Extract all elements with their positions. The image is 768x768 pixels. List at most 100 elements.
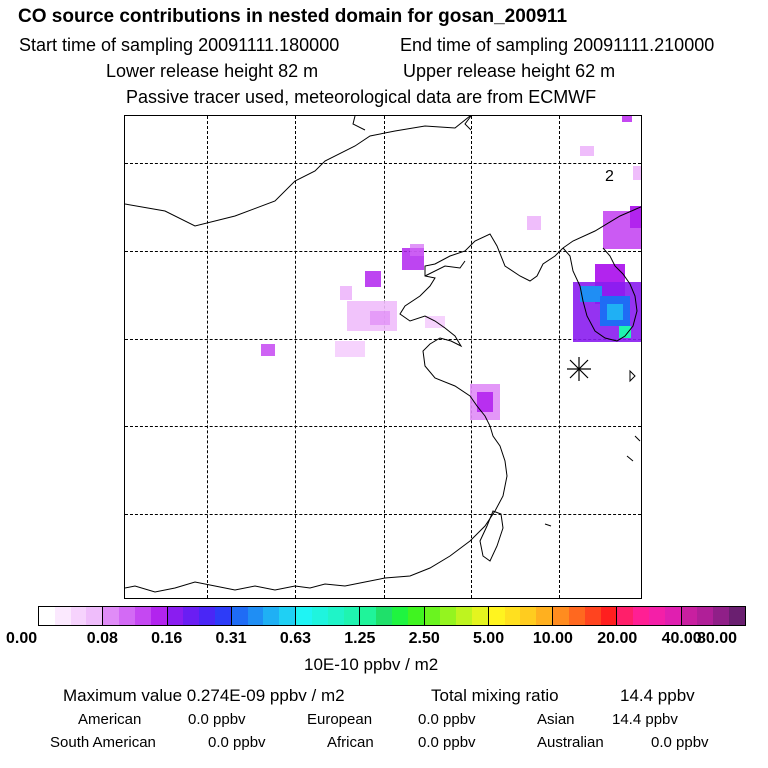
- colorbar-swatch: [86, 607, 103, 625]
- colorbar-swatch: [376, 607, 392, 625]
- plot-title: CO source contributions in nested domain…: [18, 6, 568, 27]
- island: [626, 455, 634, 462]
- colorbar-swatch: [327, 607, 344, 625]
- colorbar-segment: [681, 607, 745, 625]
- colorbar-swatch: [407, 607, 424, 625]
- map-panel: 2: [124, 115, 642, 599]
- colorbar-swatch: [296, 607, 312, 625]
- colorbar-segment: [231, 607, 297, 625]
- colorbar-swatch: [119, 607, 135, 625]
- colorbar-swatch: [343, 607, 360, 625]
- colorbar-tick-label: 80.00: [697, 630, 738, 647]
- colorbar-swatch: [649, 607, 665, 625]
- asian-value: 14.4 ppbv: [612, 711, 678, 728]
- colorbar-swatch: [391, 607, 408, 625]
- plume-patch: [261, 344, 275, 356]
- plume-patch: [619, 326, 631, 338]
- colorbar-swatch: [39, 607, 55, 625]
- colorbar-tick-label: 0.63: [279, 630, 312, 647]
- australian-value: 0.0 ppbv: [651, 734, 709, 751]
- colorbar-swatch: [520, 607, 537, 625]
- colorbar-swatch: [199, 607, 215, 625]
- coastline-korea: [562, 247, 638, 342]
- colorbar-swatch: [536, 607, 553, 625]
- african-value: 0.0 ppbv: [418, 734, 476, 751]
- colorbar-swatch: [584, 607, 601, 625]
- colorbar-tick-label: 0.08: [86, 630, 118, 647]
- plume-patch: [630, 206, 641, 228]
- colorbar-swatch: [440, 607, 457, 625]
- grid-line-lat: [125, 426, 641, 427]
- african-label: African: [327, 734, 374, 751]
- colorbar-tick-label: 40.00: [661, 630, 702, 647]
- grid-line-lat: [125, 163, 641, 164]
- grid-line-lat: [125, 339, 641, 340]
- plume-patch: [335, 341, 365, 357]
- south-american-value: 0.0 ppbv: [208, 734, 266, 751]
- map-canvas: 2: [125, 116, 641, 593]
- max-value: Maximum value 0.274E-09 ppbv / m2: [63, 686, 345, 705]
- island: [544, 523, 552, 527]
- plume-patch: [622, 116, 632, 122]
- concentration-field: [261, 116, 641, 420]
- plume-patch: [580, 146, 594, 156]
- colorbar-swatch: [231, 607, 248, 625]
- colorbar-tick-label: 2.50: [408, 630, 440, 647]
- colorbar-tick-label: 0.16: [151, 630, 183, 647]
- colorbar-swatch: [54, 607, 71, 625]
- plume-patch: [607, 304, 623, 320]
- south-american-label: South American: [50, 734, 156, 751]
- grid-line-lon: [384, 116, 385, 598]
- total-mixing-value: 14.4 ppbv: [620, 686, 695, 705]
- colorbar-swatch: [568, 607, 585, 625]
- grid-line-lon: [207, 116, 208, 598]
- colorbar-swatch: [553, 607, 569, 625]
- border-line: [352, 116, 366, 131]
- colorbar-unit-label: 10E-10 ppbv / m2: [304, 655, 439, 674]
- colorbar-swatch: [167, 607, 184, 625]
- australian-label: Australian: [537, 734, 604, 751]
- plume-patch: [580, 286, 602, 302]
- colorbar-segment: [360, 607, 425, 625]
- border-line: [464, 116, 472, 131]
- colorbar-segment: [39, 607, 104, 625]
- american-label: American: [78, 711, 142, 728]
- lower-release-height: Lower release height 82 m: [106, 61, 319, 81]
- coastline-peninsula: [424, 260, 466, 277]
- colorbar-swatch: [70, 607, 87, 625]
- colorbar-swatch: [633, 607, 650, 625]
- asian-label: Asian: [537, 711, 575, 728]
- colorbar-tick-label: 1.25: [344, 630, 376, 647]
- colorbar-segment: [617, 607, 682, 625]
- colorbar-swatch: [134, 607, 151, 625]
- border-line: [562, 206, 641, 249]
- colorbar-swatch: [214, 607, 231, 625]
- colorbar-swatch: [360, 607, 377, 625]
- colorbar-swatch: [681, 607, 698, 625]
- colorbar-swatch: [150, 607, 167, 625]
- start-time: Start time of sampling 20091111.180000: [19, 35, 340, 55]
- receptor-label: 2: [605, 168, 614, 185]
- colorbar-swatch: [729, 607, 745, 625]
- colorbar-segment: [424, 607, 489, 625]
- plume-patch: [633, 166, 641, 180]
- plume-patch: [340, 286, 352, 300]
- grid-line-lon: [295, 116, 296, 598]
- plume-patch: [410, 244, 424, 256]
- island: [634, 435, 641, 442]
- colorbar-tick-label: 20.00: [597, 630, 638, 647]
- colorbar-swatch: [488, 607, 505, 625]
- colorbar-swatch: [472, 607, 488, 625]
- american-value: 0.0 ppbv: [188, 711, 246, 728]
- colorbar-tick-label: 0.31: [215, 630, 247, 647]
- colorbar-swatch: [424, 607, 441, 625]
- colorbar-tick-label: 5.00: [472, 630, 505, 647]
- colorbar-swatch: [279, 607, 296, 625]
- european-value: 0.0 ppbv: [418, 711, 476, 728]
- grid-line-lon: [471, 116, 472, 598]
- colorbar: [38, 606, 746, 626]
- colorbar-segment: [167, 607, 232, 625]
- colorbar-swatch: [247, 607, 264, 625]
- plume-patch: [365, 271, 381, 287]
- colorbar-swatch: [311, 607, 328, 625]
